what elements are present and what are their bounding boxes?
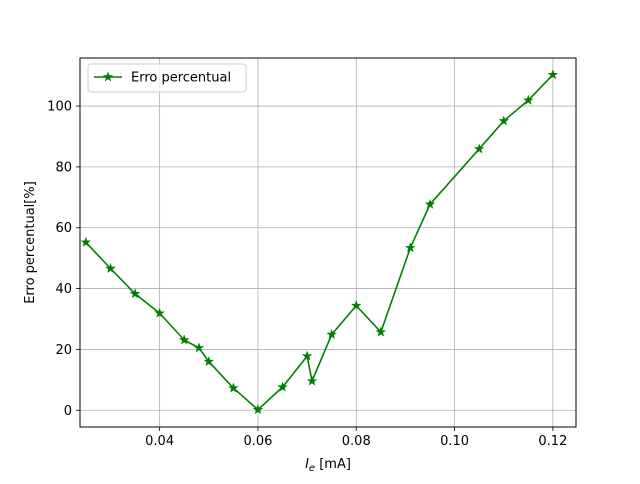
y-axis-label: Erro percentual[%] bbox=[23, 181, 38, 304]
legend-entry-label: Erro percentual bbox=[131, 71, 231, 86]
data-point-marker bbox=[228, 382, 239, 393]
data-point-marker bbox=[547, 69, 559, 80]
plot-area-frame bbox=[79, 57, 577, 428]
legend: Erro percentual bbox=[87, 63, 247, 93]
data-point-marker bbox=[351, 300, 362, 311]
x-tick-label: 0.10 bbox=[440, 434, 469, 449]
x-axis-label-unit: [mA] bbox=[315, 457, 351, 472]
x-axis-label: Ie [mA] bbox=[305, 457, 351, 474]
data-point-marker bbox=[306, 375, 318, 386]
data-point-marker bbox=[424, 198, 436, 209]
data-point-marker bbox=[252, 404, 264, 415]
data-point-marker bbox=[523, 94, 534, 105]
y-tick-label: 20 bbox=[55, 343, 72, 358]
legend-box bbox=[87, 63, 247, 93]
y-tick-label: 60 bbox=[55, 221, 72, 236]
data-point-marker bbox=[129, 288, 141, 299]
y-tick-label: 100 bbox=[47, 100, 72, 115]
y-tick-label: 40 bbox=[55, 282, 72, 297]
data-point-marker bbox=[473, 143, 485, 154]
x-axis-label-subscript: e bbox=[309, 463, 315, 474]
axis-ticks: 0.04 0.06 0.08 0.10 0.12 0 20 40 60 80 100 bbox=[47, 100, 567, 449]
x-axis-label-symbol: I bbox=[305, 457, 309, 472]
series-layer bbox=[80, 69, 559, 415]
data-point-marker bbox=[179, 334, 190, 345]
x-tick-label: 0.06 bbox=[243, 434, 272, 449]
data-point-marker bbox=[203, 356, 215, 367]
x-tick-label: 0.04 bbox=[145, 434, 174, 449]
data-point-marker bbox=[375, 326, 387, 337]
data-point-marker bbox=[405, 242, 416, 253]
data-point-marker bbox=[105, 263, 116, 273]
data-point-marker bbox=[498, 115, 509, 126]
data-point-marker bbox=[326, 329, 337, 339]
grid-lines bbox=[80, 58, 576, 427]
data-point-marker bbox=[154, 307, 165, 318]
data-point-marker bbox=[193, 342, 205, 353]
data-point-marker bbox=[277, 381, 288, 392]
x-tick-label: 0.12 bbox=[538, 434, 567, 449]
y-tick-label: 0 bbox=[64, 404, 72, 419]
data-point-marker bbox=[80, 236, 92, 247]
y-tick-label: 80 bbox=[55, 160, 72, 175]
legend-star-marker bbox=[102, 71, 114, 82]
data-point-marker bbox=[301, 350, 313, 361]
x-tick-label: 0.08 bbox=[342, 434, 371, 449]
